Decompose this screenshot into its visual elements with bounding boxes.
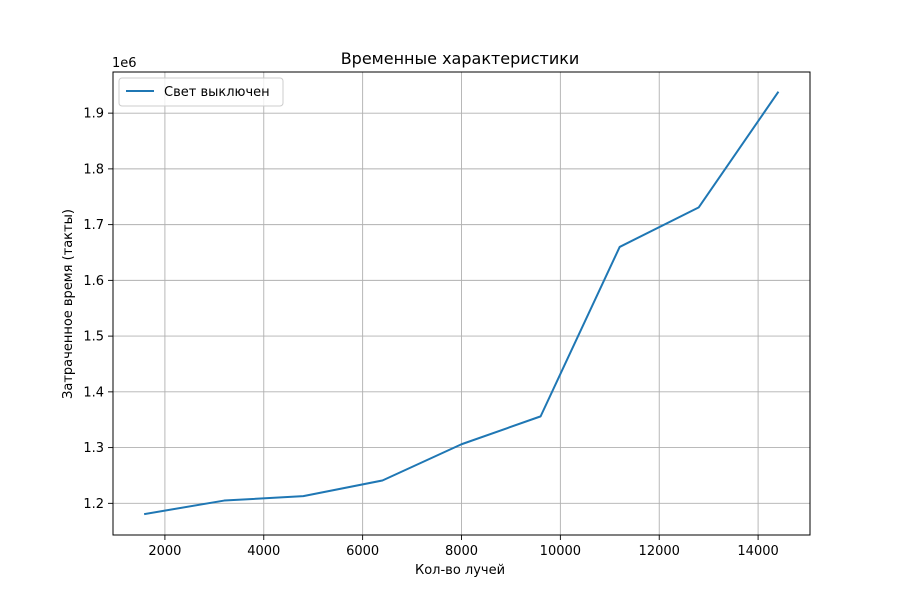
y-tick-label: 1.8 xyxy=(83,162,104,177)
x-axis-label: Кол-во лучей xyxy=(415,563,505,578)
y-tick-label: 1.6 xyxy=(83,274,104,289)
y-tick-label: 1.2 xyxy=(83,497,104,512)
legend: Свет выключен xyxy=(118,77,284,107)
x-tick-label: 6000 xyxy=(346,544,379,559)
y-tick-label: 1.5 xyxy=(83,330,104,345)
axis-ticks: 2000 4000 6000 8000 10000 12000 14000 1.2 1.3 1.4… xyxy=(83,107,778,559)
grid-lines xyxy=(113,72,810,535)
series-layer xyxy=(143,91,780,516)
y-axis-label: Затраченное время (такты) xyxy=(61,209,76,399)
y-tick-label: 1.7 xyxy=(83,218,104,233)
x-tick-label: 12000 xyxy=(639,544,680,559)
y-tick-label: 1.9 xyxy=(83,107,104,122)
legend-entry-label: Свет выключен xyxy=(164,85,270,100)
y-tick-label: 1.3 xyxy=(83,441,104,456)
x-tick-label: 14000 xyxy=(737,544,778,559)
x-tick-label: 8000 xyxy=(445,544,478,559)
legend-box xyxy=(118,77,284,107)
x-tick-label: 2000 xyxy=(148,544,181,559)
x-tick-label: 4000 xyxy=(247,544,280,559)
chart-title: Временные характеристики xyxy=(341,49,580,68)
series-line xyxy=(143,91,780,516)
y-axis-offset-label: 1e6 xyxy=(112,56,137,71)
y-tick-label: 1.4 xyxy=(83,385,104,400)
x-tick-label: 10000 xyxy=(540,544,581,559)
